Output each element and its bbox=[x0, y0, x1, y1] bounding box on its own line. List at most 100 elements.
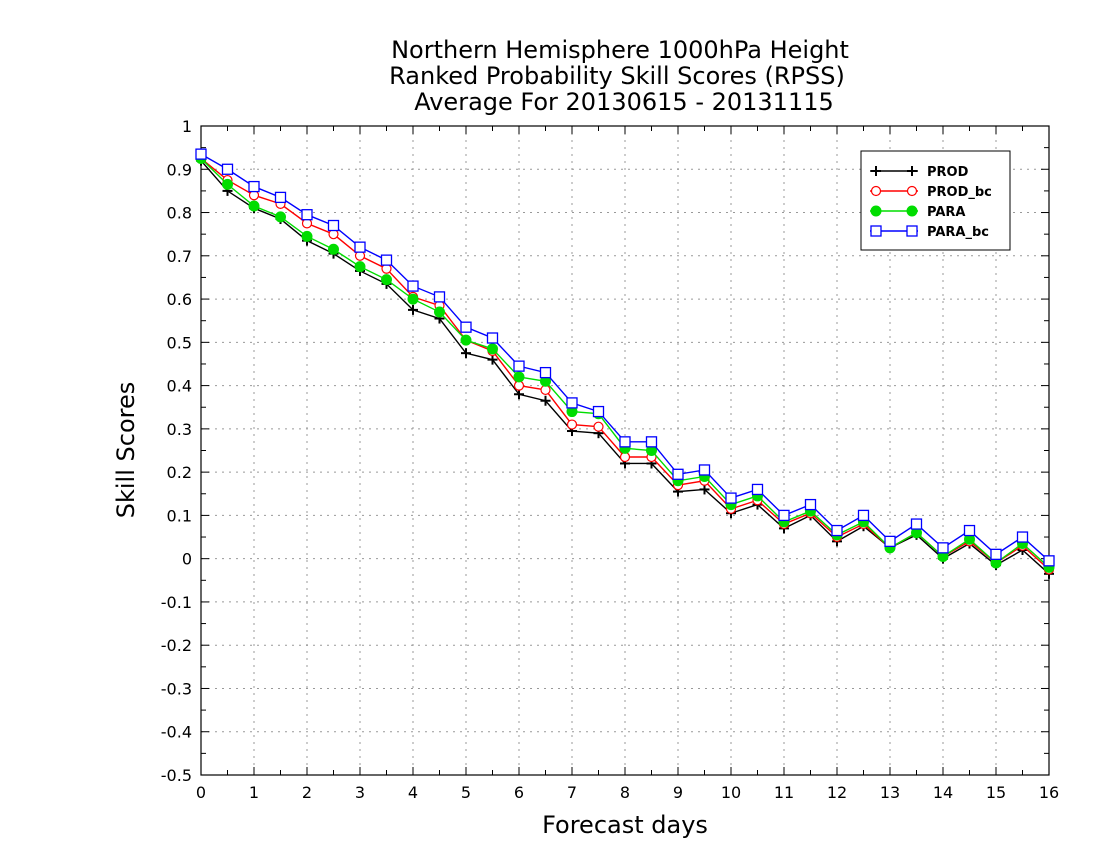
x-tick-label: 6 bbox=[514, 783, 524, 802]
data-point-para-bc bbox=[354, 241, 366, 253]
data-point-para-bc bbox=[990, 548, 1002, 560]
data-point-para-bc bbox=[327, 219, 340, 232]
data-point-prod-bc bbox=[513, 380, 525, 391]
x-tick-label: 8 bbox=[620, 783, 630, 802]
data-point-prod bbox=[514, 389, 524, 400]
x-tick-label: 2 bbox=[302, 783, 312, 802]
data-point-prod bbox=[540, 395, 551, 406]
data-point-para bbox=[381, 274, 392, 286]
series-para-bc bbox=[195, 148, 1055, 567]
series-para bbox=[195, 152, 1055, 573]
y-tick-label: 0.5 bbox=[167, 333, 192, 352]
data-point-para-bc bbox=[804, 498, 817, 511]
data-point-para-bc bbox=[778, 509, 790, 522]
x-tick-label: 12 bbox=[827, 783, 847, 802]
y-tick-label: 1 bbox=[182, 117, 192, 136]
legend-marker-para bbox=[906, 205, 918, 217]
data-point-prod-bc bbox=[540, 384, 551, 396]
x-tick-label: 16 bbox=[1039, 783, 1059, 802]
data-point-para bbox=[275, 211, 286, 223]
y-tick-label: 0 bbox=[182, 550, 192, 569]
data-point-para-bc bbox=[1016, 531, 1029, 543]
data-point-para bbox=[434, 306, 445, 318]
y-tick-label: -0.5 bbox=[161, 766, 192, 785]
data-point-prod bbox=[699, 484, 710, 495]
chart-title-line-3: Average For 20130615 - 20131115 bbox=[414, 88, 834, 116]
legend-marker-para-bc bbox=[906, 225, 918, 237]
x-tick-label: 14 bbox=[933, 783, 953, 802]
y-tick-label: 0.9 bbox=[167, 160, 192, 179]
data-point-para bbox=[301, 230, 313, 242]
data-point-para bbox=[487, 343, 498, 355]
data-point-para-bc bbox=[592, 405, 605, 418]
data-point-para-bc bbox=[513, 360, 525, 372]
y-tick-label: -0.3 bbox=[161, 679, 192, 698]
data-point-para-bc bbox=[645, 436, 658, 448]
legend-marker-para bbox=[870, 205, 882, 217]
legend-item-prod-bc: PROD_bc bbox=[870, 185, 992, 200]
y-tick-label: 0.8 bbox=[167, 204, 192, 223]
y-tick-label: 0.7 bbox=[167, 247, 192, 266]
data-point-para-bc bbox=[380, 254, 393, 266]
x-tick-label: 9 bbox=[673, 783, 683, 802]
y-tick-label: -0.1 bbox=[161, 593, 192, 612]
chart-title-line-1: Northern Hemisphere 1000hPa Height bbox=[391, 36, 849, 64]
data-point-prod-bc bbox=[566, 419, 578, 430]
data-point-para-bc bbox=[248, 180, 260, 193]
data-point-para-bc bbox=[910, 518, 923, 530]
data-point-para-bc bbox=[1043, 555, 1055, 567]
data-point-para bbox=[222, 178, 233, 190]
legend-item-para-bc: PARA_bc bbox=[870, 225, 989, 240]
x-tick-label: 11 bbox=[774, 783, 794, 802]
x-axis-label: Forecast days bbox=[542, 811, 708, 839]
data-point-para-bc bbox=[751, 483, 764, 496]
legend-item-para: PARA bbox=[870, 205, 965, 220]
data-point-para-bc bbox=[566, 397, 578, 409]
y-axis-label: Skill Scores bbox=[112, 382, 140, 519]
legend-label-prod: PROD bbox=[927, 165, 969, 180]
legend-marker-prod bbox=[871, 166, 881, 176]
data-point-para bbox=[248, 200, 260, 212]
chart-title-line-2: Ranked Probability Skill Scores (RPSS) bbox=[389, 62, 845, 90]
y-tick-label: 0.6 bbox=[167, 290, 192, 309]
y-tick-label: -0.2 bbox=[161, 636, 192, 655]
data-point-para-bc bbox=[937, 542, 949, 554]
data-point-prod-bc bbox=[619, 451, 631, 463]
data-point-prod-bc bbox=[593, 421, 604, 432]
chart-title: Northern Hemisphere 1000hPa Height Ranke… bbox=[389, 36, 849, 116]
data-point-para-bc bbox=[619, 436, 631, 448]
data-point-para bbox=[407, 293, 419, 305]
data-point-prod bbox=[461, 348, 471, 359]
legend-item-prod: PROD bbox=[870, 165, 969, 180]
data-point-para bbox=[513, 371, 525, 383]
legend-marker-prod bbox=[907, 166, 917, 176]
y-axis-ticks: -0.5 -0.4 -0.3 -0.2 -0.1 0 0.1 0.2 0.3 0.4 0.5 0.6 0… bbox=[161, 117, 1049, 785]
data-point-prod bbox=[487, 354, 498, 365]
legend-marker-prod-bc bbox=[870, 185, 882, 197]
data-point-para-bc bbox=[963, 524, 976, 537]
data-point-prod bbox=[408, 304, 418, 315]
series-group bbox=[195, 148, 1055, 579]
data-point-para-bc bbox=[433, 291, 446, 303]
data-point-para-bc bbox=[884, 535, 896, 548]
y-tick-label: 0.2 bbox=[167, 463, 192, 482]
x-tick-label: 13 bbox=[880, 783, 900, 802]
x-tick-label: 5 bbox=[461, 783, 471, 802]
x-tick-label: 4 bbox=[408, 783, 418, 802]
legend-label-prod-bc: PROD_bc bbox=[927, 185, 992, 200]
data-point-para-bc bbox=[486, 332, 499, 344]
legend: PROD PROD_bc PARA PARA_bc bbox=[860, 150, 1011, 251]
data-point-para bbox=[328, 243, 339, 255]
data-point-para-bc bbox=[407, 280, 419, 292]
data-point-para-bc bbox=[539, 366, 552, 379]
y-tick-label: 0.4 bbox=[167, 377, 192, 396]
x-tick-label: 15 bbox=[986, 783, 1006, 802]
data-point-para-bc bbox=[274, 191, 287, 204]
x-tick-label: 1 bbox=[249, 783, 259, 802]
legend-box bbox=[860, 150, 1011, 251]
x-tick-label: 3 bbox=[355, 783, 365, 802]
x-tick-label: 7 bbox=[567, 783, 577, 802]
data-point-para-bc bbox=[857, 509, 870, 522]
data-point-para-bc bbox=[831, 524, 843, 537]
